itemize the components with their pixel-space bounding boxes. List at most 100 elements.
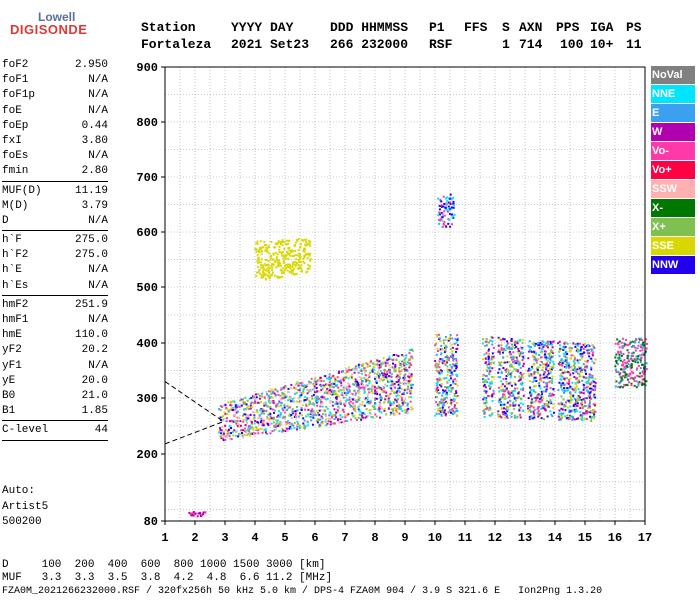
data-point: [641, 374, 644, 377]
data-point: [438, 373, 441, 376]
data-point: [577, 366, 580, 369]
data-point: [396, 374, 399, 377]
data-point: [444, 338, 447, 341]
data-point: [295, 382, 298, 385]
data-point: [560, 395, 563, 398]
data-point: [439, 198, 442, 201]
data-point: [285, 267, 288, 270]
data-point: [287, 420, 290, 423]
data-point: [377, 371, 380, 374]
data-point: [445, 196, 448, 199]
data-point: [449, 197, 452, 200]
data-point: [350, 368, 353, 371]
data-point: [577, 344, 580, 347]
data-point: [581, 414, 584, 417]
data-point: [289, 396, 292, 399]
data-point: [550, 401, 553, 404]
data-point: [560, 384, 563, 387]
data-point: [452, 412, 455, 415]
data-point: [567, 382, 570, 385]
data-point: [366, 379, 369, 382]
data-point: [509, 393, 512, 396]
data-point: [444, 347, 447, 350]
data-point: [587, 352, 590, 355]
data-point: [324, 420, 327, 423]
parameter-list: foF2 2.950 foF1 N/A foF1p N/A foE N/A foEp 0.44 fx…: [2, 58, 108, 443]
data-point: [308, 380, 311, 383]
data-point: [563, 387, 566, 390]
data-point: [503, 407, 506, 410]
data-point: [441, 359, 444, 362]
data-point: [506, 416, 509, 419]
data-point: [443, 362, 446, 365]
data-point: [585, 380, 588, 383]
data-point: [261, 424, 264, 427]
data-point: [277, 265, 280, 268]
header-label-p1: P1: [429, 20, 445, 35]
data-point: [244, 413, 247, 416]
data-point: [230, 426, 233, 429]
data-point: [528, 418, 531, 421]
data-point: [329, 418, 332, 421]
data-point: [403, 389, 406, 392]
data-point: [546, 377, 549, 380]
data-point: [306, 383, 309, 386]
header-label-iga: IGA: [590, 20, 614, 35]
data-point: [437, 379, 440, 382]
data-point: [190, 512, 193, 515]
data-point: [587, 385, 590, 388]
param-row-b1: B1 1.85: [2, 404, 108, 419]
data-point: [288, 421, 291, 424]
data-point: [594, 377, 597, 380]
data-point: [297, 415, 300, 418]
data-point: [515, 341, 518, 344]
data-point: [641, 370, 644, 373]
data-point: [560, 368, 563, 371]
data-point: [516, 360, 519, 363]
data-point: [620, 385, 623, 388]
data-point: [445, 391, 448, 394]
data-point: [295, 415, 298, 418]
data-point: [530, 373, 533, 376]
data-point: [509, 376, 512, 379]
param-key: hmE: [2, 329, 22, 342]
x-tick-label: 4: [251, 531, 258, 545]
data-point: [274, 243, 277, 246]
data-point: [398, 387, 401, 390]
data-point: [486, 366, 489, 369]
data-point: [492, 346, 495, 349]
data-point: [491, 367, 494, 370]
data-point: [509, 382, 512, 385]
data-point: [531, 401, 534, 404]
param-row-h-f2: h`F2 275.0: [2, 248, 108, 263]
data-point: [579, 414, 582, 417]
data-point: [640, 356, 643, 359]
data-point: [300, 382, 303, 385]
data-point: [254, 393, 257, 396]
data-point: [578, 372, 581, 375]
data-point: [482, 342, 485, 345]
data-point: [621, 346, 624, 349]
data-point: [365, 401, 368, 404]
data-point: [316, 395, 319, 398]
data-point: [514, 368, 517, 371]
data-point: [512, 404, 515, 407]
data-point: [451, 408, 454, 411]
data-point: [282, 394, 285, 397]
data-point: [270, 392, 273, 395]
data-point: [564, 409, 567, 412]
data-point: [566, 382, 569, 385]
data-point: [285, 423, 288, 426]
logo-digisonde: DIGISONDE: [10, 22, 88, 37]
data-point: [435, 353, 438, 356]
data-point: [510, 372, 513, 375]
param-row-h-f: h`F 275.0: [2, 233, 108, 248]
data-point: [549, 410, 552, 413]
data-point: [234, 404, 237, 407]
data-point: [255, 426, 258, 429]
data-point: [632, 359, 635, 362]
param-row-hmf1: hmF1 N/A: [2, 313, 108, 328]
data-point: [299, 426, 302, 429]
data-point: [501, 351, 504, 354]
data-point: [582, 383, 585, 386]
